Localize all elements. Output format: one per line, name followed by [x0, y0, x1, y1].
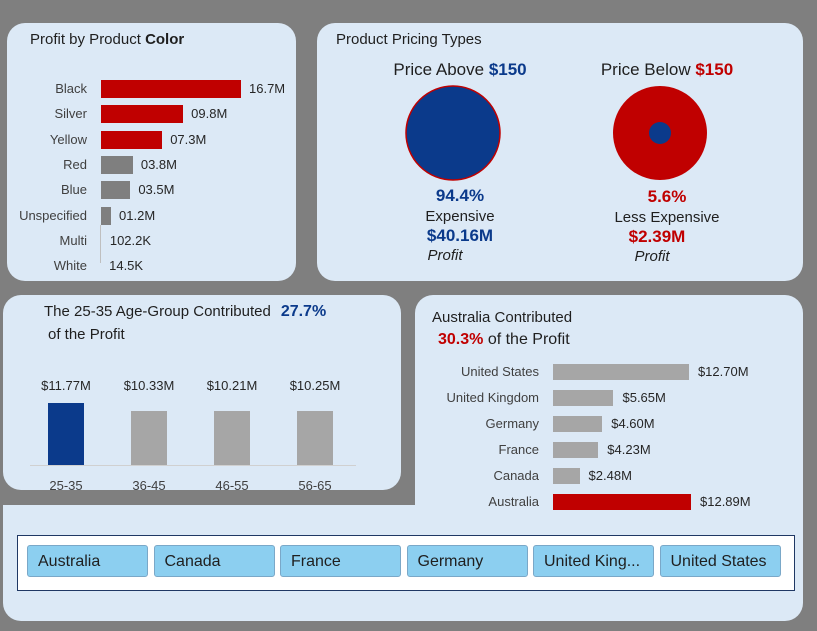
age-category-label: 56-65 [298, 478, 332, 493]
age-chart-axis [30, 465, 356, 466]
country-bar [553, 364, 689, 380]
color-row: White 14.5K [7, 256, 287, 276]
color-row: Unspecified 01.2M [7, 206, 287, 226]
country-label: Canada [493, 468, 539, 483]
slicer-button-germany[interactable]: Germany [406, 545, 528, 577]
pricing-types-panel [317, 23, 803, 281]
price-below-center [649, 122, 671, 144]
color-label: Blue [60, 182, 87, 198]
country-bar [553, 416, 603, 432]
price-below-pct: 5.6% [647, 187, 687, 206]
country-value-label: $2.48M [588, 468, 632, 483]
pricing-panel-title: Product Pricing Types [336, 31, 482, 48]
price-below-stats: 5.6% Less Expensive $2.39M Profit [577, 187, 757, 265]
age-category-label: 36-45 [132, 478, 166, 493]
color-row: Blue 03.5M [7, 180, 287, 200]
age-value-label: $10.33M [123, 378, 175, 393]
color-label: White [53, 258, 87, 274]
color-row: Red 03.8M [7, 155, 287, 175]
age-bar [131, 410, 167, 465]
color-value-label: 01.2M [119, 207, 156, 223]
price-above-slice [405, 85, 501, 181]
country-label: United States [460, 364, 539, 379]
age-panel-subtitle: of the Profit [48, 326, 125, 343]
country-value-label: $4.60M [611, 416, 655, 431]
price-above-pct: 94.4% [435, 186, 485, 205]
color-row: Yellow 07.3M [7, 130, 287, 150]
color-label: Yellow [49, 131, 87, 147]
slicer-button-canada[interactable]: Canada [153, 545, 275, 577]
slicer-button-united-states[interactable]: United States [659, 545, 781, 577]
country-value-label: $12.70M [697, 364, 749, 379]
color-bar [101, 130, 163, 149]
color-value-label: 102.2K [109, 232, 152, 248]
color-label: Black [55, 81, 87, 96]
color-bar [101, 155, 133, 174]
price-below-heading: Price Below $150 [600, 60, 734, 79]
color-bar [101, 105, 184, 124]
color-row: Silver 09.8M [7, 104, 287, 124]
price-above-column: Price Above $150 [360, 60, 560, 80]
age-bar [48, 403, 84, 465]
color-label: Unspecified [19, 207, 87, 223]
country-bar [553, 442, 599, 458]
color-label: Multi [59, 232, 87, 248]
color-row: Black 16.7M [7, 79, 287, 99]
country-label: Australia [488, 494, 539, 509]
color-row: Multi 102.2K [7, 231, 287, 251]
country-panel-subtitle: 30.3% of the Profit [438, 331, 570, 348]
color-value-label: 09.8M [191, 106, 228, 122]
color-chart-axis [100, 225, 101, 263]
price-above-label: Expensive [425, 208, 495, 225]
color-value-label: 07.3M [170, 131, 207, 147]
country-bar [553, 468, 580, 484]
color-value-label: 03.8M [140, 156, 177, 172]
color-value-label: 03.5M [138, 182, 175, 198]
age-category-label: 46-55 [215, 478, 249, 493]
age-value-label: $10.25M [289, 378, 341, 393]
slicer-button-france[interactable]: France [280, 545, 401, 577]
slicer-button-australia[interactable]: Australia [27, 545, 148, 577]
age-value-label: $11.77M [41, 378, 91, 393]
price-below-pie [613, 86, 707, 180]
age-bar [214, 411, 250, 465]
age-value-label: $10.21M [206, 378, 258, 393]
price-above-pie [405, 85, 501, 181]
age-bar [297, 411, 333, 465]
country-value-label: $12.89M [700, 494, 751, 509]
price-above-amount: $40.16M [426, 226, 494, 245]
price-below-column: Price Below $150 [567, 60, 767, 80]
price-below-profit-caption: Profit [634, 248, 670, 265]
color-label: Red [63, 156, 87, 172]
color-label: Silver [54, 106, 87, 122]
country-panel-title: Australia Contributed [432, 309, 573, 326]
color-bar [101, 206, 112, 225]
price-below-amount: $2.39M [628, 227, 686, 246]
profit-by-color-panel [7, 23, 296, 281]
price-above-stats: 94.4% Expensive $40.16M Profit [380, 186, 540, 264]
country-bar [553, 494, 691, 510]
country-label: United Kingdom [446, 390, 540, 405]
color-bar [101, 181, 131, 200]
age-panel-title: The 25-35 Age-Group Contributed 27.7% [44, 303, 327, 320]
slicer-button-united-king[interactable]: United King... [533, 545, 654, 577]
country-value-label: $4.23M [607, 442, 651, 457]
color-value-label: 14.5K [109, 258, 144, 274]
country-bar [553, 390, 614, 406]
country-label: France [498, 442, 539, 457]
color-panel-title: Profit by Product Color [30, 31, 185, 48]
price-above-profit-caption: Profit [427, 247, 463, 264]
country-profit-panel [415, 295, 803, 530]
color-bar [101, 80, 241, 98]
country-label: Germany [485, 416, 539, 431]
age-category-label: 25-35 [49, 478, 83, 493]
price-below-label: Less Expensive [614, 209, 720, 226]
color-value-label: 16.7M [249, 81, 286, 96]
price-above-heading: Price Above $150 [393, 60, 527, 79]
country-value-label: $5.65M [622, 390, 666, 405]
